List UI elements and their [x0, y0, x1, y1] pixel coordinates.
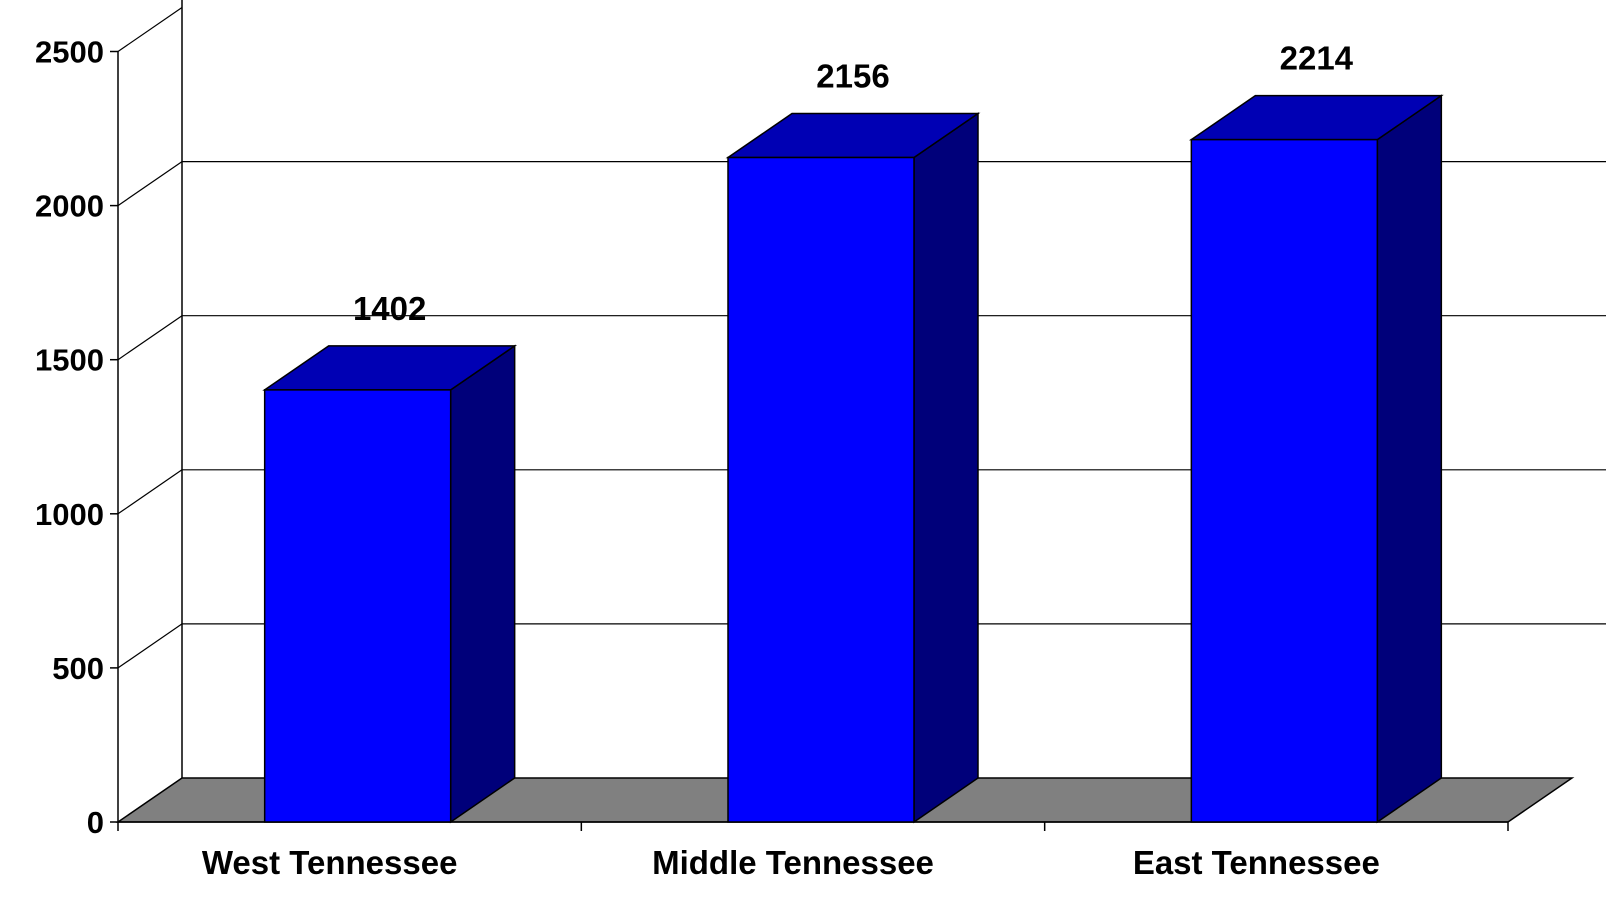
y-tick-label: 1500: [35, 343, 104, 378]
gridline-side: [117, 7, 183, 52]
y-tick-label: 2500: [35, 35, 104, 70]
gridline-side: [117, 623, 183, 669]
x-tick-label: West Tennessee: [202, 844, 458, 881]
bar-side-face: [913, 112, 979, 824]
bar-side-face: [1376, 94, 1443, 824]
y-tick-label: 1000: [35, 497, 104, 532]
y-tick-label: 0: [87, 805, 104, 840]
bar: [725, 112, 981, 824]
data-label: 2214: [1280, 40, 1354, 77]
chart-walls: [181, 0, 183, 778]
x-tick-label: Middle Tennessee: [652, 844, 934, 881]
bar-front-face: [727, 156, 915, 823]
bars: [262, 94, 1444, 824]
y-tick-label: 500: [52, 651, 104, 686]
data-label: 2156: [816, 58, 889, 95]
x-tick-label: East Tennessee: [1133, 844, 1380, 881]
y-tick-label: 2000: [35, 189, 104, 224]
bar: [262, 344, 518, 824]
data-label: 1402: [353, 290, 426, 327]
bar-front-face: [1190, 138, 1379, 823]
gridline-side: [117, 161, 183, 207]
bar-front-face: [263, 389, 452, 823]
gridline-side: [117, 315, 183, 361]
gridline-side: [117, 469, 183, 515]
labels: 0 500 1000 1500 2000 2500 1402 West Tennessee 21…: [35, 35, 1380, 882]
bar: [1188, 94, 1444, 824]
bar-side-face: [449, 344, 516, 824]
